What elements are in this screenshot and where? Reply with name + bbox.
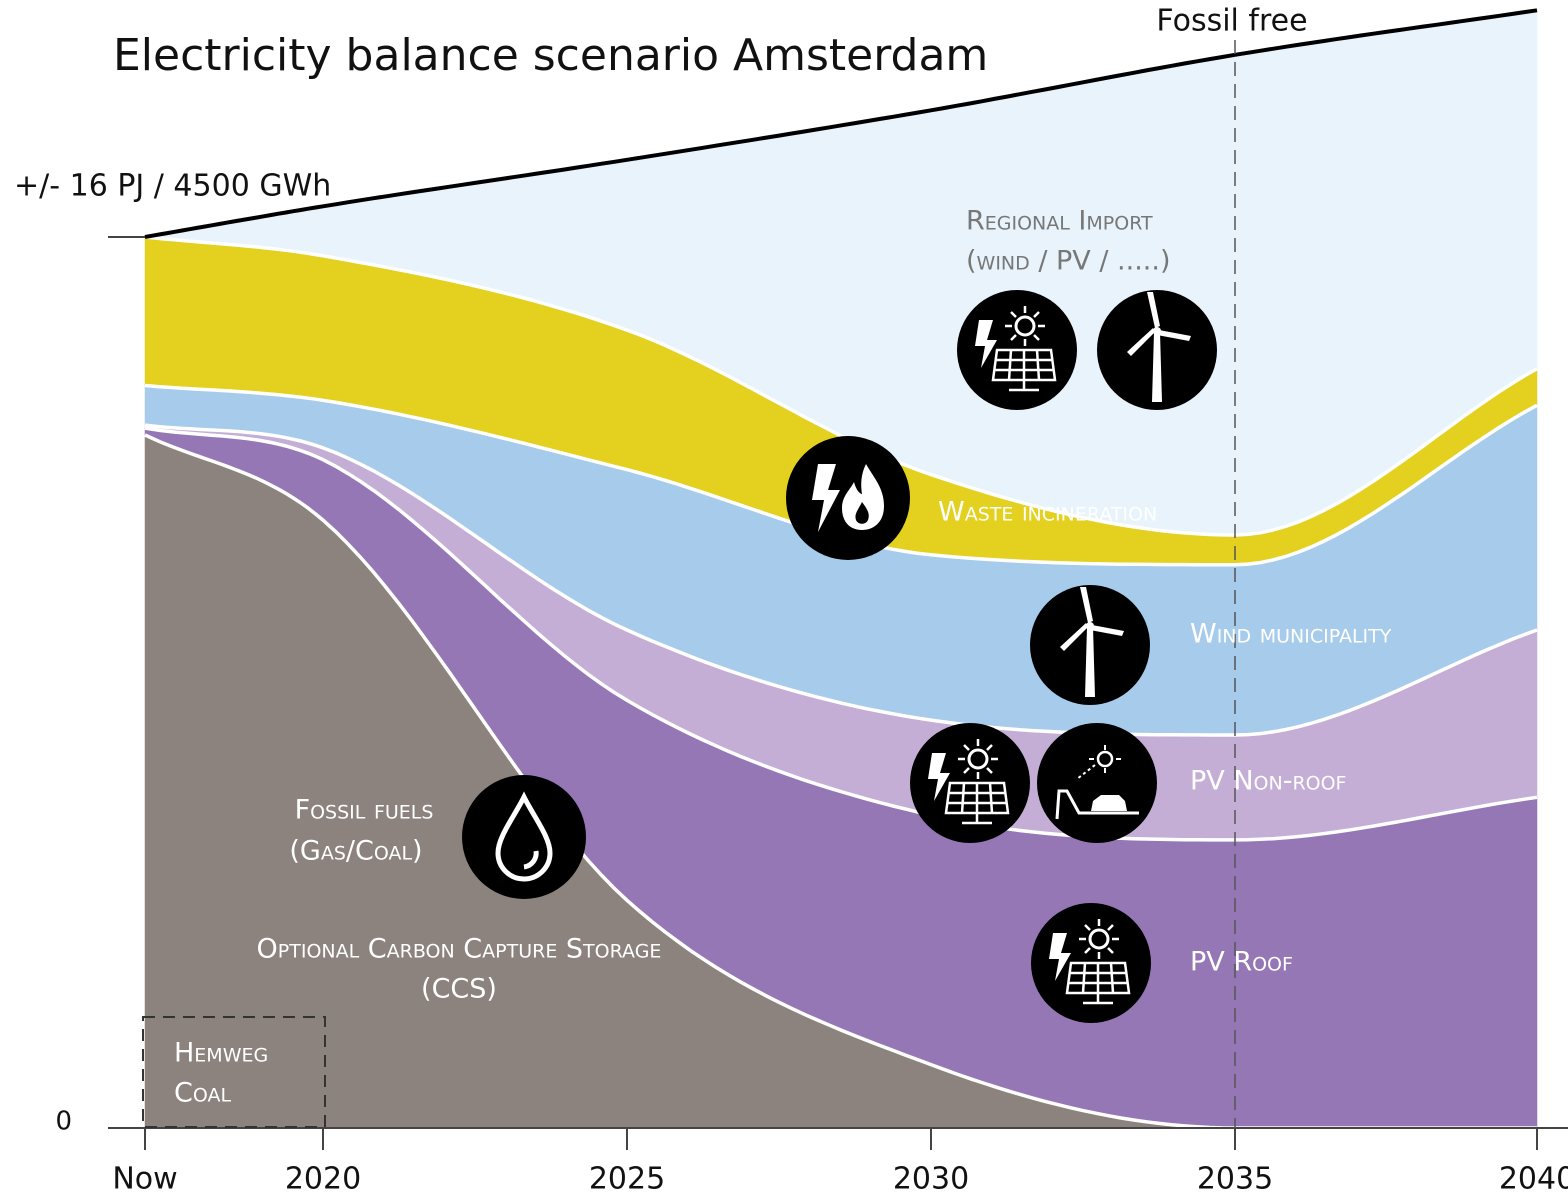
annotation: Hemweg [174, 1038, 268, 1069]
layer-edge [144, 423, 1538, 737]
x-tick-label: 2040 [1499, 1162, 1568, 1197]
layer-edge [144, 383, 1538, 567]
icon-wind [1030, 585, 1150, 705]
chart-title: Electricity balance scenario Amsterdam [113, 30, 988, 81]
hemweg-box [142, 1016, 326, 1128]
series-label: Waste incineration [938, 497, 1157, 528]
icon-solar [1029, 901, 1153, 1025]
series-label: Fossil fuels [295, 795, 434, 826]
series-label: Wind municipality [1190, 619, 1392, 650]
annotation: Fossil free [1156, 4, 1307, 39]
x-tick-label: Now [112, 1162, 177, 1197]
series-label: Regional Import [966, 206, 1153, 237]
y-tick-label: +/- 16 PJ / 4500 GWh [14, 169, 331, 204]
x-tick-label: 2025 [589, 1162, 665, 1197]
series-sublabel: (wind / PV / .....) [966, 246, 1171, 277]
icon-fossil [462, 775, 586, 899]
series-label: PV Roof [1190, 947, 1293, 978]
total-line [144, 8, 1538, 239]
y-tick-label: 0 [55, 1107, 72, 1137]
icon-wind [1097, 290, 1217, 410]
x-tick-label: 2035 [1197, 1162, 1273, 1197]
areas [108, 8, 1568, 1150]
annotation: Coal [174, 1078, 231, 1109]
icon-solar [908, 721, 1032, 845]
series-sublabel: (Gas/Coal) [289, 836, 422, 867]
icon-solar [955, 288, 1079, 412]
annotation: Optional Carbon Capture Storage [257, 934, 662, 965]
layer-edge [144, 235, 1538, 537]
series-label: PV Non-roof [1190, 766, 1346, 797]
icon-waste [786, 436, 910, 560]
icon-solar-field [1035, 721, 1159, 845]
overlay: Electricity balance scenario Amsterdam O… [14, 4, 1568, 1197]
x-tick-label: 2030 [893, 1162, 969, 1197]
x-tick-label: 2020 [285, 1162, 361, 1197]
annotation: (CCS) [421, 974, 497, 1005]
layer-edge [144, 426, 1538, 842]
